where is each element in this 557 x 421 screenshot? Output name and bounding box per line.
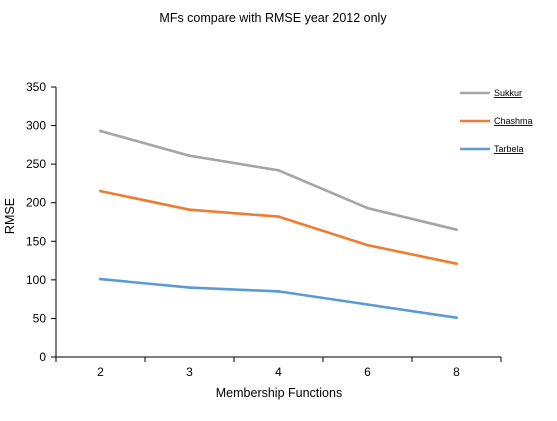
y-axis-label: RMSE — [3, 198, 17, 234]
legend-label-tarbela: Tarbela — [494, 144, 524, 154]
data-point-tarbela — [277, 290, 280, 293]
legend-label-sukkur: Sukkur — [494, 88, 522, 98]
data-point-sukkur — [188, 154, 191, 158]
y-tick-label: 100 — [26, 273, 46, 287]
data-point-sukkur — [455, 228, 458, 232]
data-point-tarbela — [455, 316, 458, 320]
y-tick-label: 200 — [26, 196, 46, 210]
x-axis-label: Membership Functions — [216, 386, 342, 400]
data-point-chashma — [188, 208, 191, 212]
y-tick-label: 150 — [26, 234, 46, 248]
data-point-sukkur — [277, 168, 280, 172]
y-tick-label: 250 — [26, 157, 46, 171]
data-point-chashma — [366, 243, 369, 247]
x-tick-label: 6 — [364, 365, 371, 379]
x-tick-label: 8 — [453, 365, 460, 379]
data-point-chashma — [277, 215, 280, 219]
data-point-tarbela — [366, 303, 369, 306]
data-point-tarbela — [99, 277, 102, 281]
y-tick-label: 350 — [26, 80, 46, 94]
data-point-sukkur — [99, 129, 102, 133]
legend-label-chashma: Chashma — [494, 116, 533, 126]
legend: Sukkur Chashma Tarbela — [460, 88, 533, 154]
series-line-tarbela — [99, 277, 458, 320]
data-point-chashma — [99, 189, 102, 193]
y-tick-label: 0 — [39, 350, 46, 364]
chart-title: MFs compare with RMSE year 2012 only — [159, 11, 387, 25]
x-tick-label: 3 — [186, 365, 193, 379]
plot-area: 0 50 100 150 200 250 300 350 2 3 4 6 8 — [26, 80, 502, 379]
data-point-tarbela — [188, 286, 191, 289]
y-tick-label: 50 — [33, 311, 47, 325]
series-line-sukkur — [99, 129, 458, 231]
series-line-chashma — [99, 189, 458, 266]
x-tick-label: 2 — [97, 365, 104, 379]
y-tick-label: 300 — [26, 119, 46, 133]
data-point-sukkur — [366, 206, 369, 210]
x-tick-label: 4 — [275, 365, 282, 379]
data-point-chashma — [455, 262, 458, 266]
